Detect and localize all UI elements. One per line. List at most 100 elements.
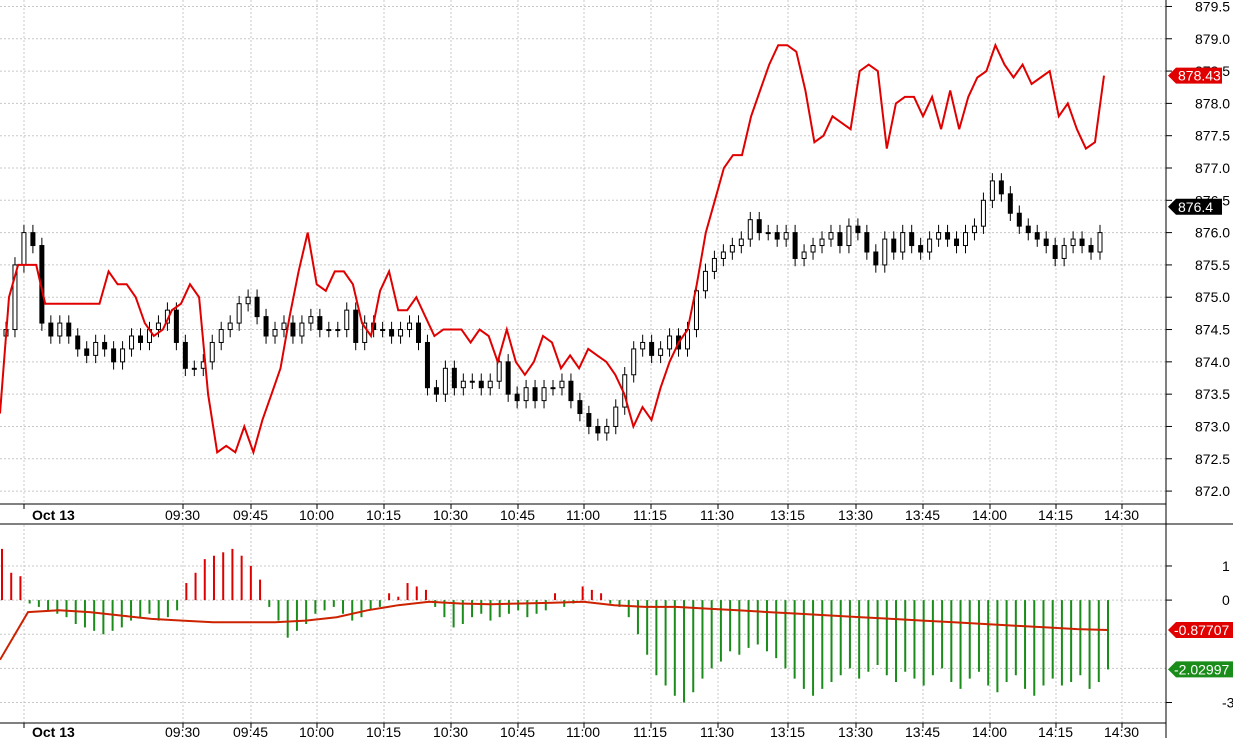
candle-body [810, 245, 816, 253]
candle-body [702, 270, 708, 292]
candle-body [541, 387, 547, 402]
candle-body [989, 180, 995, 201]
candle-body [783, 232, 789, 240]
osc-x-tick-label: 10:30 [433, 724, 468, 738]
candle-body [586, 413, 592, 427]
candle-body [496, 361, 502, 382]
candle-body [882, 238, 888, 266]
price-x-tick-label: 14:30 [1104, 507, 1139, 523]
candle-body [389, 329, 395, 337]
candle-body [138, 335, 144, 343]
candle-body [774, 232, 780, 240]
last-value-marker [1168, 67, 1222, 84]
candle-body [236, 303, 242, 324]
candle-body [1052, 245, 1058, 259]
candle-body [765, 232, 771, 235]
candle-body [469, 380, 475, 383]
candle-body [1016, 212, 1022, 227]
price-x-tick-label: Oct 13 [32, 507, 75, 523]
osc-x-tick-label: 10:15 [366, 724, 401, 738]
candle-body [424, 341, 430, 389]
candle-body [891, 238, 897, 253]
price-x-tick-label: 10:15 [366, 507, 401, 523]
candle-body [478, 380, 484, 389]
candle-body [93, 341, 99, 356]
candle-body [819, 238, 825, 247]
candle-body [756, 219, 762, 234]
candle-body [980, 199, 986, 227]
price-x-tick-label: 09:45 [233, 507, 268, 523]
price-tick-label: 874.5 [1195, 322, 1230, 338]
candle-body [846, 225, 852, 247]
candle-body [75, 335, 81, 350]
price-tick-label: 874.0 [1195, 354, 1230, 370]
candle-body [57, 322, 63, 337]
candle-body [487, 380, 493, 389]
candle-body [604, 425, 610, 434]
osc-x-tick-label: 09:45 [233, 724, 268, 738]
price-x-tick-label: 11:00 [566, 507, 600, 523]
price-x-tick-label: 10:45 [500, 507, 535, 523]
candle-body [451, 367, 457, 389]
candle-body [353, 309, 359, 343]
price-x-tick-label: 11:15 [633, 507, 667, 523]
candle-body [801, 251, 807, 259]
candle-body [577, 400, 583, 415]
last-value-label: 878.43 [1178, 68, 1221, 84]
candle-body [263, 316, 269, 337]
candle-body [523, 387, 529, 402]
candle-body [120, 348, 126, 363]
candle-body [272, 329, 278, 337]
price-tick-label: 872.0 [1195, 483, 1230, 499]
price-x-tick-label: 13:15 [770, 507, 805, 523]
candle-body [218, 329, 224, 343]
price-tick-label: 876.0 [1195, 225, 1230, 241]
candle-body [460, 380, 466, 389]
candle-body [711, 257, 717, 272]
candle-body [308, 316, 314, 324]
osc-x-tick-label: 14:15 [1038, 724, 1073, 738]
candle-body [945, 232, 951, 240]
candle-body [173, 309, 179, 343]
candle-body [344, 309, 350, 331]
candle-body [568, 380, 574, 402]
candle-body [21, 232, 27, 266]
price-x-tick-label: 11:30 [700, 507, 734, 523]
candle-body [909, 232, 915, 247]
candle-body [828, 232, 834, 240]
candle-body [102, 341, 108, 350]
price-x-tick-label: 10:30 [433, 507, 468, 523]
candle-body [209, 341, 215, 363]
price-x-tick-label: 13:45 [905, 507, 940, 523]
candle-body [747, 219, 753, 240]
candle-body [442, 367, 448, 395]
price-tick-label: 875.5 [1195, 257, 1230, 273]
candle-body [245, 296, 251, 305]
candle-body [84, 348, 90, 356]
candle-body [927, 238, 933, 253]
osc-last-value-label: -0.87707 [1174, 622, 1229, 638]
price-tick-label: 878.0 [1195, 95, 1230, 111]
osc-x-tick-label: 10:45 [500, 724, 535, 738]
candle-body [380, 329, 386, 332]
price-x-tick-label: 09:30 [165, 507, 200, 523]
candle-body [335, 329, 341, 332]
osc-x-tick-label: Oct 13 [32, 724, 75, 738]
candle-body [1097, 232, 1103, 253]
candle-body [649, 341, 655, 356]
candle-body [1043, 238, 1049, 247]
price-x-tick-label: 14:15 [1038, 507, 1073, 523]
candle-body [667, 335, 673, 350]
candle-body [855, 225, 861, 234]
candle-body [998, 180, 1004, 195]
candle-body [12, 264, 18, 331]
candle-body [971, 225, 977, 234]
price-tick-label: 877.0 [1195, 160, 1230, 176]
candle-body [317, 316, 323, 331]
candle-body [792, 232, 798, 259]
price-tick-label: 873.0 [1195, 418, 1230, 434]
price-panel: 872.0 872.5 873.0 873.5 874.0 874.5 875.0 875.5… [0, 0, 1230, 523]
osc-x-tick-label: 14:30 [1104, 724, 1139, 738]
price-tick-label: 879.5 [1195, 0, 1230, 14]
